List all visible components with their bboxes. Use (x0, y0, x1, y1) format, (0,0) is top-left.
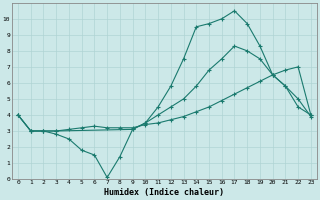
X-axis label: Humidex (Indice chaleur): Humidex (Indice chaleur) (104, 188, 224, 197)
